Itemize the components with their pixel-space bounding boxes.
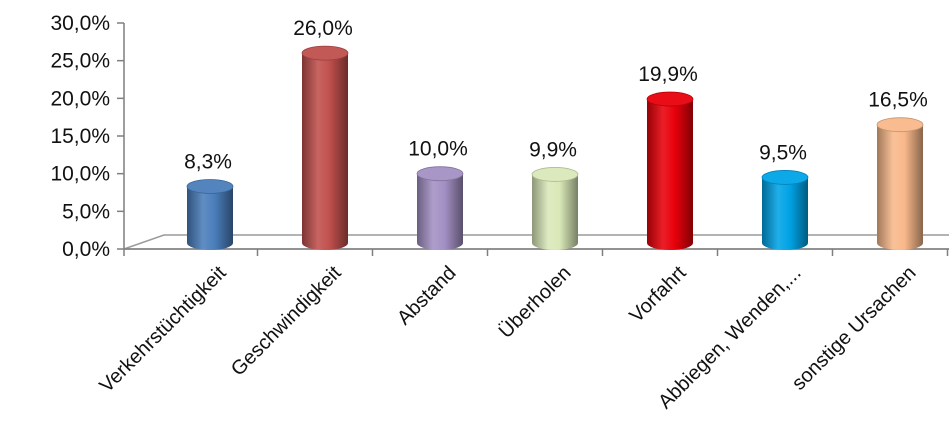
bar-top bbox=[186, 179, 234, 194]
data-label: 26,0% bbox=[293, 17, 353, 40]
bar-body bbox=[532, 174, 578, 250]
y-tick-label: 0,0% bbox=[62, 238, 110, 261]
category-label: Geschwindigkeit bbox=[227, 262, 346, 381]
bar bbox=[531, 167, 579, 250]
bar-body bbox=[647, 99, 693, 250]
bar-body bbox=[877, 124, 923, 250]
bar bbox=[416, 166, 464, 250]
category-label: Überholen bbox=[495, 262, 576, 343]
bar-body bbox=[302, 53, 348, 251]
bar bbox=[186, 179, 234, 250]
data-label: 9,5% bbox=[759, 141, 807, 164]
category-label: Vorfahrt bbox=[625, 262, 690, 327]
bar bbox=[301, 45, 349, 251]
bar-top bbox=[646, 91, 694, 107]
bar bbox=[761, 170, 809, 250]
category-label: Verkehrstüchtigkeit bbox=[95, 262, 230, 397]
data-label: 10,0% bbox=[408, 138, 468, 161]
bar bbox=[646, 91, 694, 250]
y-tick-label: 30,0% bbox=[50, 12, 110, 35]
data-label: 8,3% bbox=[184, 150, 232, 173]
category-label: Abstand bbox=[393, 262, 460, 329]
bars bbox=[186, 45, 924, 251]
y-tick-label: 25,0% bbox=[50, 50, 110, 73]
bar-body bbox=[187, 186, 233, 250]
data-label: 16,5% bbox=[868, 89, 928, 112]
category-label: sonstige Ursachen bbox=[788, 262, 921, 395]
data-label: 9,9% bbox=[529, 138, 577, 161]
bar-body bbox=[762, 177, 808, 250]
bar-top bbox=[531, 167, 579, 182]
y-axis: 0,0% 5,0% 10,0% 15,0% 20,0% 25,0% 30,0% bbox=[50, 12, 125, 261]
y-tick-label: 10,0% bbox=[50, 163, 110, 186]
bar-top bbox=[301, 45, 349, 61]
bar-top bbox=[416, 166, 464, 182]
y-tick-label: 5,0% bbox=[62, 200, 110, 223]
data-label: 19,9% bbox=[638, 63, 698, 86]
bar-top bbox=[761, 170, 809, 185]
bar-body bbox=[417, 173, 463, 250]
bar-top bbox=[876, 117, 924, 133]
y-tick-label: 20,0% bbox=[50, 87, 110, 110]
y-tick-label: 15,0% bbox=[50, 125, 110, 148]
bar bbox=[876, 117, 924, 250]
data-labels: 8,3% 26,0% 10,0% 9,9% 19,9% 9,5% 16,5% bbox=[184, 17, 928, 173]
